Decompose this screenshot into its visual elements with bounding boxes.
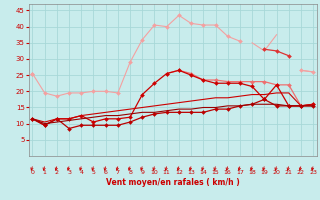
X-axis label: Vent moyen/en rafales ( km/h ): Vent moyen/en rafales ( km/h ) xyxy=(106,178,240,187)
